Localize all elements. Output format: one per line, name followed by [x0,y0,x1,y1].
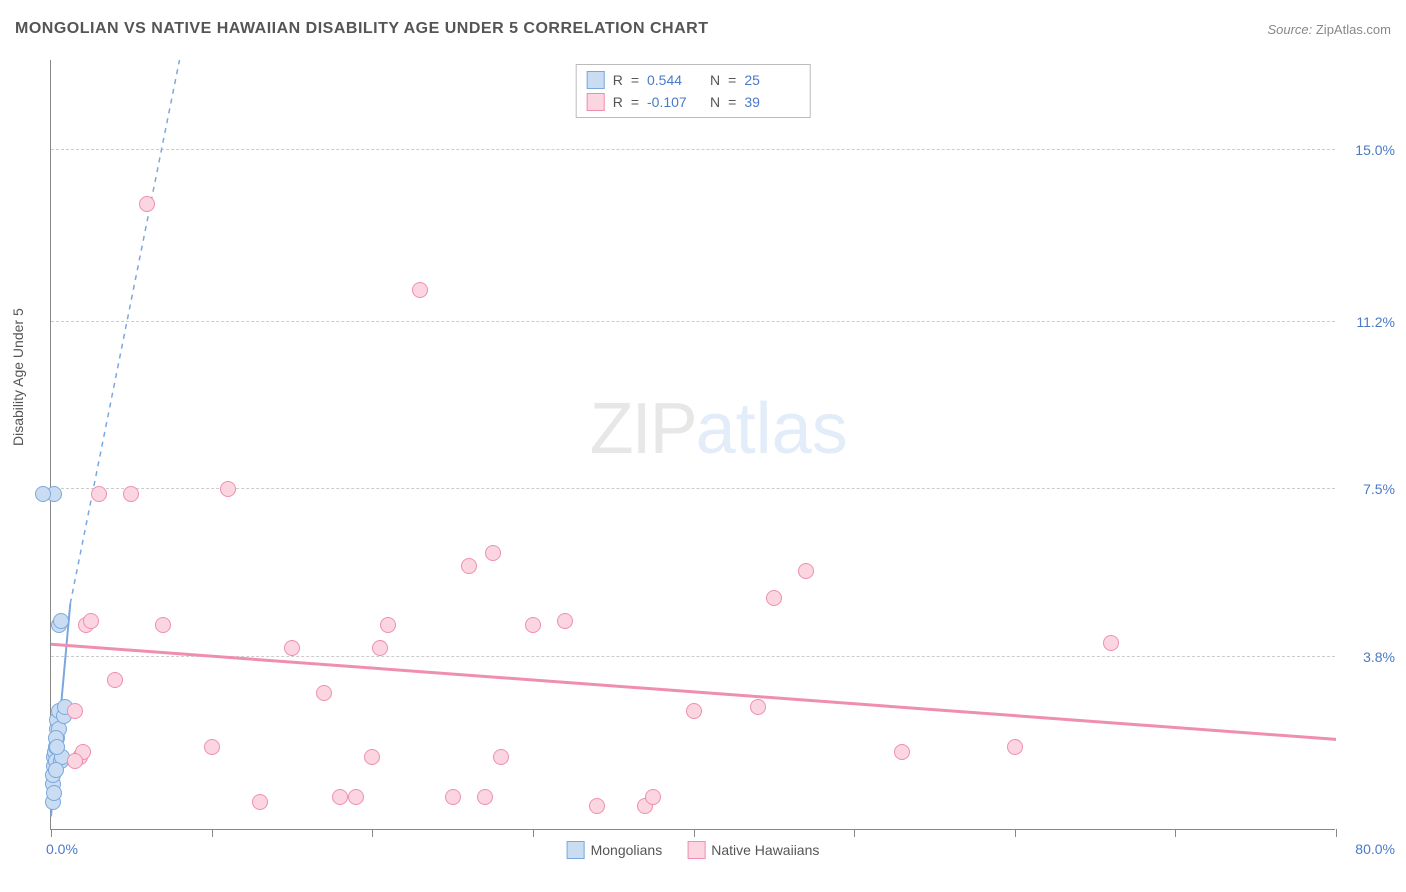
data-point [686,703,702,719]
data-point [123,486,139,502]
stat-n-value-0: 25 [744,72,799,88]
data-point [155,617,171,633]
data-point [493,749,509,765]
x-tick [533,829,534,837]
chart-title: MONGOLIAN VS NATIVE HAWAIIAN DISABILITY … [15,20,708,38]
x-tick [854,829,855,837]
x-tick [372,829,373,837]
y-tick-label: 3.8% [1363,649,1395,665]
y-tick-label: 15.0% [1355,142,1395,158]
data-point [83,613,99,629]
legend-series: Mongolians Native Hawaiians [567,841,820,859]
x-max-label: 80.0% [1355,841,1395,857]
gridline [51,149,1335,150]
swatch-series-0 [587,71,605,89]
data-point [53,613,69,629]
stat-r-label: R [613,94,623,110]
y-tick-label: 7.5% [1363,481,1395,497]
legend-label-1: Native Hawaiians [711,842,819,858]
data-point [67,703,83,719]
data-point [1007,739,1023,755]
data-point [48,762,64,778]
stat-r-label: R [613,72,623,88]
eq-sign: = [631,72,639,88]
data-point [91,486,107,502]
data-point [1103,635,1119,651]
data-point [557,613,573,629]
data-point [204,739,220,755]
x-tick [694,829,695,837]
gridline [51,488,1335,489]
data-point [894,744,910,760]
stat-n-label: N [710,72,720,88]
data-point [139,196,155,212]
data-point [645,789,661,805]
y-tick-label: 11.2% [1356,314,1395,330]
watermark-zip: ZIP [590,389,696,469]
legend-item: Native Hawaiians [687,841,819,859]
data-point [380,617,396,633]
data-point [750,699,766,715]
swatch-series-0 [567,841,585,859]
legend-stats-row: R = -0.107 N = 39 [587,91,800,113]
eq-sign: = [728,94,736,110]
swatch-series-1 [687,841,705,859]
legend-item: Mongolians [567,841,663,859]
gridline [51,321,1335,322]
x-tick [1015,829,1016,837]
data-point [525,617,541,633]
watermark: ZIPatlas [590,388,848,470]
data-point [284,640,300,656]
gridline [51,656,1335,657]
data-point [35,486,51,502]
data-point [372,640,388,656]
data-point [46,785,62,801]
data-point [412,282,428,298]
stat-r-value-1: -0.107 [647,94,702,110]
eq-sign: = [728,72,736,88]
source-name: ZipAtlas.com [1316,22,1391,37]
data-point [485,545,501,561]
source-prefix: Source: [1267,22,1315,37]
data-point [477,789,493,805]
data-point [49,739,65,755]
chart-container: MONGOLIAN VS NATIVE HAWAIIAN DISABILITY … [0,0,1406,892]
x-tick [1336,829,1337,837]
data-point [766,590,782,606]
data-point [107,672,123,688]
data-point [332,789,348,805]
eq-sign: = [631,94,639,110]
data-point [348,789,364,805]
stat-n-value-1: 39 [744,94,799,110]
y-axis-label: Disability Age Under 5 [10,308,26,446]
legend-stats-box: R = 0.544 N = 25 R = -0.107 N = 39 [576,64,811,118]
plot-area: ZIPatlas R = 0.544 N = 25 R = -0.107 N =… [50,60,1335,830]
source-attribution: Source: ZipAtlas.com [1267,22,1391,37]
x-tick [212,829,213,837]
stat-r-value-0: 0.544 [647,72,702,88]
watermark-atlas: atlas [696,389,848,469]
x-origin-label: 0.0% [46,841,78,857]
data-point [252,794,268,810]
stat-n-label: N [710,94,720,110]
data-point [316,685,332,701]
legend-stats-row: R = 0.544 N = 25 [587,69,800,91]
x-tick [51,829,52,837]
data-point [67,753,83,769]
data-point [364,749,380,765]
x-tick [1175,829,1176,837]
legend-label-0: Mongolians [591,842,663,858]
data-point [798,563,814,579]
data-point [589,798,605,814]
data-point [445,789,461,805]
data-point [220,481,236,497]
data-point [461,558,477,574]
swatch-series-1 [587,93,605,111]
